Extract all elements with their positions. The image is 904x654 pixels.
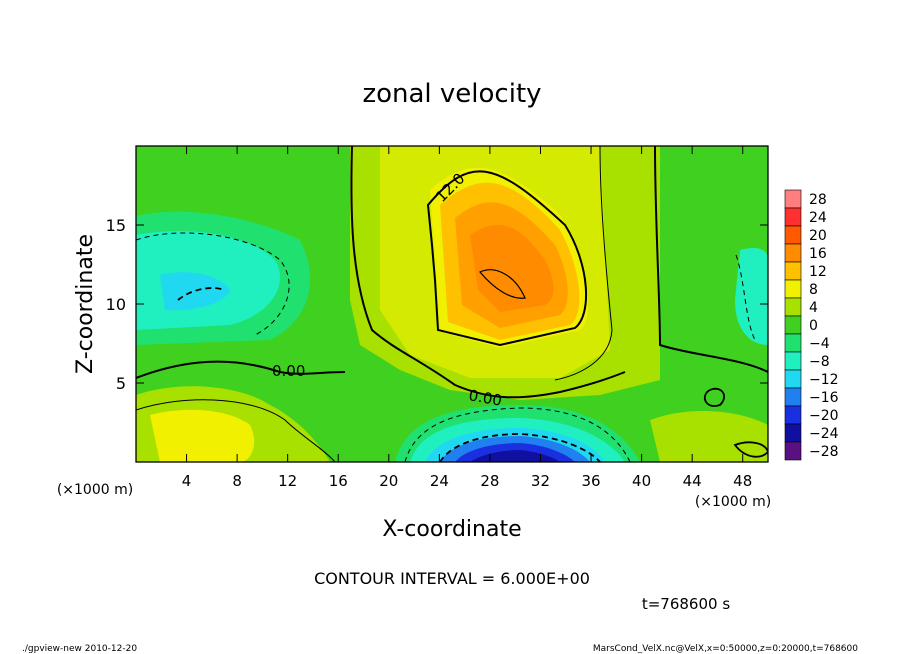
band-positive-16 (470, 224, 554, 312)
contour-interval-text: CONTOUR INTERVAL = 6.000E+00 (314, 569, 590, 588)
contour-neg6-right (735, 254, 756, 341)
colorbar-swatch (784, 279, 802, 299)
contour-small-bottom-right (733, 441, 768, 458)
x-tick-label: 12 (278, 472, 297, 490)
colorbar-swatch (784, 207, 802, 227)
chart-title: zonal velocity (362, 79, 541, 109)
x-tick-label: 20 (379, 472, 398, 490)
y-axis: 5 10 15 (106, 216, 768, 393)
contour-6 (554, 146, 613, 381)
colorbar-label: 12 (809, 264, 827, 280)
band-bottom-right (650, 410, 768, 462)
colorbar-label: −24 (809, 426, 839, 442)
colorbar-label: −20 (809, 408, 839, 424)
colorbar-label: 0 (809, 318, 818, 334)
contour-12 (426, 170, 588, 347)
colorbar-swatch (784, 261, 802, 281)
colorbar-label: 8 (809, 282, 818, 298)
contour-neg6-left (136, 232, 290, 336)
colorbar-label: 16 (809, 246, 827, 262)
colorbar-swatch (784, 369, 802, 389)
colorbar-swatch (784, 387, 802, 407)
contour-neg12-left (177, 287, 226, 301)
colorbar-label: −28 (809, 444, 839, 460)
band-jet-24 (470, 450, 560, 462)
colorbar-swatch (784, 351, 802, 371)
colorbar-label: −8 (809, 354, 830, 370)
band-negative-12 (160, 272, 230, 311)
band-bottom-left-8 (150, 409, 255, 462)
colorbar-swatch (784, 243, 802, 263)
contour-neg6-bottom (404, 407, 631, 462)
x-tick-label: 36 (581, 472, 600, 490)
x-tick-label: 24 (430, 472, 449, 490)
colorbar-label: 24 (809, 210, 827, 226)
colorbar-label: −12 (809, 372, 839, 388)
colorbar-swatch (784, 333, 802, 353)
colorbar-swatch (784, 297, 802, 317)
colorbar-swatch (784, 441, 802, 461)
x-unit-note-right: (×1000 m) (695, 494, 771, 510)
contour-zero-center (350, 146, 626, 399)
x-tick-label: 40 (632, 472, 651, 490)
y-axis-label: Z-coordinate (73, 234, 98, 374)
contour-label-zero-center: 0.00 (467, 386, 503, 410)
colorbar-label: 20 (809, 228, 827, 244)
time-text: t=768600 s (642, 595, 730, 613)
colorbar-swatch (784, 225, 802, 245)
colorbar-swatch (784, 423, 802, 443)
x-tick-label: 44 (683, 472, 702, 490)
contour-18 (479, 269, 526, 299)
x-unit-note-left: (×1000 m) (57, 482, 133, 498)
colorbar-label: 4 (809, 300, 818, 316)
footer-right: MarsCond_VelX.nc@VelX,x=0:50000,z=0:2000… (593, 644, 858, 654)
x-tick-label: 16 (329, 472, 348, 490)
contour-label-zero-left: 0.00 (272, 362, 305, 380)
x-axis: 4 8 12 16 20 24 28 32 36 40 44 48 (182, 146, 752, 490)
footer-left: ./gpview-new 2010-12-20 (22, 644, 137, 654)
contour-zero-right (654, 146, 768, 373)
contour-small-right (703, 387, 725, 407)
y-tick-label: 5 (116, 374, 126, 393)
y-tick-label: 10 (106, 295, 126, 314)
colorbar-swatch (784, 315, 802, 335)
contour-6-bottom-left (136, 399, 336, 462)
colorbar-swatch (784, 405, 802, 425)
contour-lines (136, 146, 768, 462)
contour-zero-left (136, 360, 346, 379)
colorbar-label: −4 (809, 336, 830, 352)
x-tick-label: 32 (531, 472, 550, 490)
colorbar-label: −16 (809, 390, 839, 406)
x-tick-label: 4 (182, 472, 192, 490)
x-tick-label: 48 (733, 472, 752, 490)
x-tick-label: 28 (480, 472, 499, 490)
y-tick-label: 15 (106, 216, 126, 235)
x-axis-label: X-coordinate (382, 517, 521, 542)
band-negative-8-right (735, 248, 768, 345)
colorbar: 28 24 20 16 12 8 4 0 −4 −8 −12 −16 −20 −24 −28 (784, 189, 839, 461)
colorbar-swatch (784, 189, 802, 209)
colorbar-label: 28 (809, 192, 827, 208)
x-tick-label: 8 (232, 472, 242, 490)
